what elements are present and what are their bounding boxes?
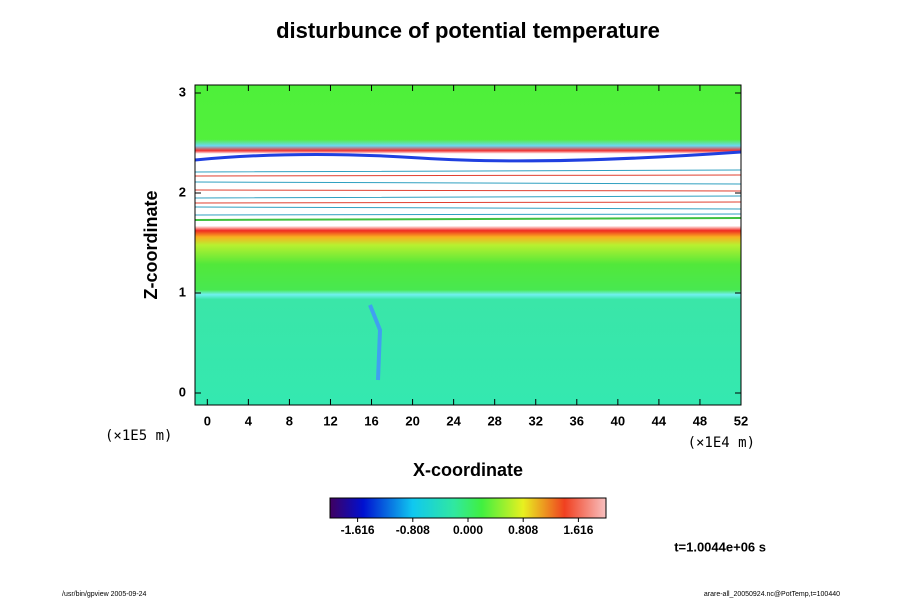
- y-unit: (×1E5 m): [105, 428, 172, 444]
- x-tick-label: 0: [204, 413, 211, 428]
- colorbar-tick-label: 0.000: [453, 523, 483, 537]
- plot-frame: [194, 84, 742, 406]
- x-unit: (×1E4 m): [688, 435, 755, 451]
- chart-title: disturbunce of potential temperature: [276, 18, 660, 43]
- y-tick-label: 2: [179, 184, 186, 199]
- colorbar: [329, 497, 607, 519]
- field: [194, 85, 742, 405]
- colorbar-tick-label: 1.616: [563, 523, 593, 537]
- y-axis-label: Z-coordinate: [141, 190, 161, 299]
- colorbar-tick-label: -1.616: [341, 523, 375, 537]
- x-tick-label: 36: [570, 413, 584, 428]
- x-tick-label: 12: [323, 413, 337, 428]
- x-axis-label: X-coordinate: [413, 460, 523, 480]
- x-tick-label: 24: [446, 413, 461, 428]
- footer-left: /usr/bin/gpview 2005-09-24: [62, 591, 147, 598]
- x-tick-label: 20: [405, 413, 419, 428]
- x-tick-label: 28: [487, 413, 501, 428]
- y-tick-label: 3: [179, 84, 186, 99]
- y-tick-label: 1: [179, 284, 186, 299]
- colorbar-tick-label: 0.808: [508, 523, 538, 537]
- y-tick-label: 0: [179, 384, 186, 399]
- x-tick-label: 52: [734, 413, 748, 428]
- x-tick-label: 4: [245, 413, 253, 428]
- time-label: t=1.0044e+06 s: [674, 539, 766, 554]
- x-tick-label: 40: [611, 413, 625, 428]
- x-tick-label: 32: [529, 413, 543, 428]
- x-tick-label: 48: [693, 413, 707, 428]
- x-tick-label: 16: [364, 413, 378, 428]
- x-tick-label: 44: [652, 413, 667, 428]
- colorbar-tick-label: -0.808: [396, 523, 430, 537]
- footer-right: arare-all_20050924.nc@PotTemp,t=100440: [704, 591, 840, 598]
- x-tick-label: 8: [286, 413, 293, 428]
